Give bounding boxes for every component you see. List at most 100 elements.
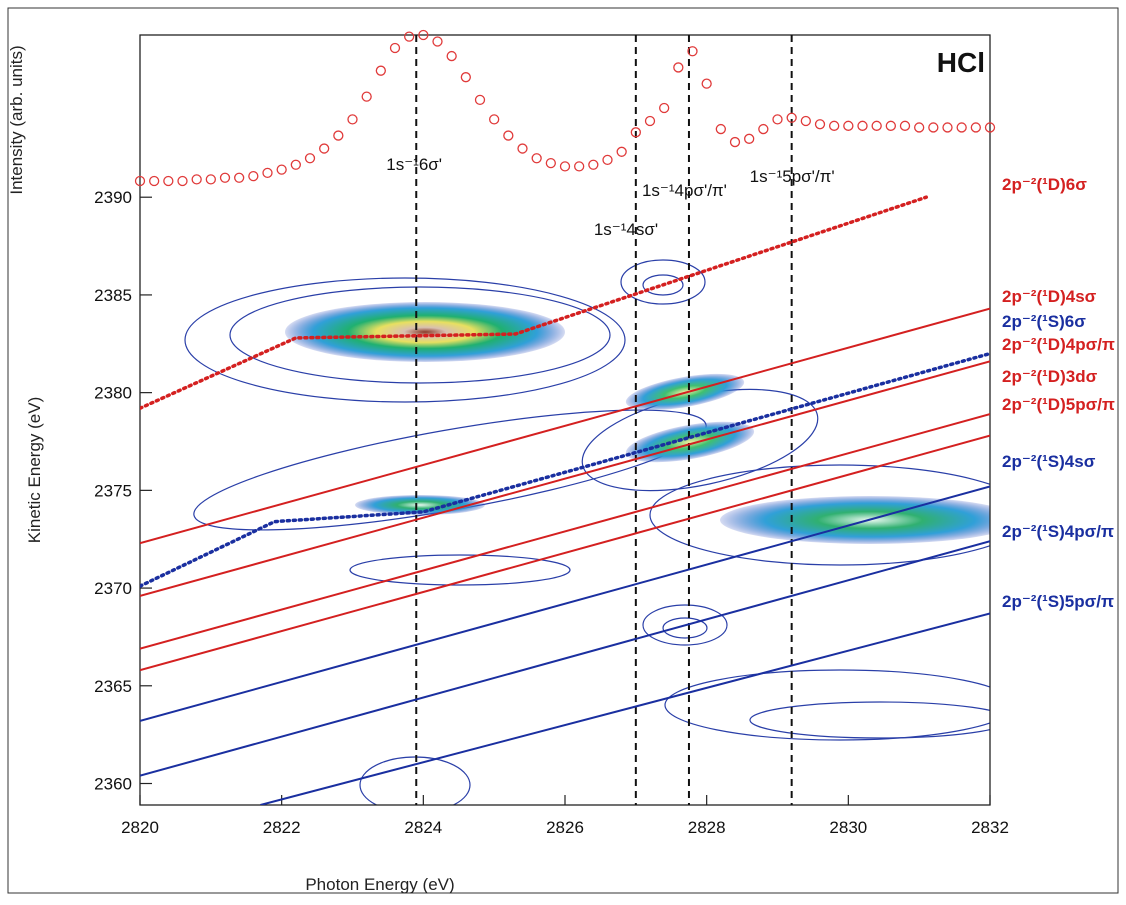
intensity-point (149, 175, 160, 187)
series-line (140, 413, 990, 650)
series-line (140, 540, 990, 777)
series-line (140, 195, 928, 411)
x-tick-label: 2820 (121, 818, 159, 837)
intensity-point (644, 115, 656, 127)
intensity-point (347, 114, 358, 125)
intensity-point (857, 120, 868, 131)
transition-label: 1s⁻¹4pσ'/π' (642, 181, 727, 200)
series-label: 2p⁻²(¹S)6σ (1002, 312, 1086, 331)
intensity-point (375, 65, 386, 76)
series-line (140, 360, 990, 597)
series-line (140, 307, 990, 545)
intensity-point (928, 122, 939, 133)
y-tick-label: 2360 (94, 775, 132, 794)
intensity-point (814, 119, 826, 130)
intensity-point (361, 91, 372, 102)
intensity-point (304, 153, 316, 164)
intensity-point (758, 123, 769, 135)
plot-frame (139, 34, 991, 806)
series-label: 2p⁻²(¹D)4sσ (1002, 287, 1097, 306)
x-tick-label: 2824 (404, 818, 442, 837)
y-tick-label: 2370 (94, 579, 132, 598)
intensity-point (276, 164, 287, 175)
intensity-point (588, 159, 599, 170)
x-tick-label: 2828 (688, 818, 726, 837)
x-tick-label: 2832 (971, 818, 1009, 837)
x-tick-label: 2830 (829, 818, 867, 837)
intensity-point (177, 175, 188, 187)
intensity-point (163, 175, 174, 187)
intensity-point (474, 94, 486, 106)
intensity-point (503, 130, 514, 141)
intensity-point (460, 72, 471, 83)
series-line (140, 434, 990, 672)
series-label: 2p⁻²(¹D)6σ (1002, 175, 1087, 194)
intensity-point (262, 167, 273, 179)
outer-frame (7, 7, 1119, 894)
intensity-point (134, 175, 146, 187)
intensity-point (489, 114, 500, 125)
intensity-point (984, 122, 996, 133)
intensity-point (319, 143, 330, 154)
intensity-point (446, 50, 457, 62)
intensity-point (970, 122, 981, 133)
intensity-point (729, 136, 741, 148)
intensity-point (404, 31, 415, 42)
intensity-point (871, 120, 882, 131)
intensity-point (616, 146, 627, 157)
intensity-point (559, 161, 571, 172)
series-label: 2p⁻²(¹S)4pσ/π (1002, 522, 1114, 541)
intensity-point (914, 122, 925, 133)
intensity-point (531, 153, 542, 164)
intensity-point (829, 120, 840, 131)
intensity-point (956, 122, 967, 133)
intensity-point (942, 122, 953, 133)
intensity-point (602, 154, 613, 166)
intensity-point (843, 120, 854, 131)
intensity-point (659, 102, 670, 114)
y-tick-label: 2380 (94, 384, 132, 403)
x-tick-label: 2826 (546, 818, 584, 837)
y-tick-label: 2390 (94, 188, 132, 207)
intensity-point (517, 143, 528, 154)
series-label: 2p⁻²(¹S)4sσ (1002, 452, 1096, 471)
transition-label: 1s⁻¹4sσ' (594, 220, 658, 239)
intensity-point (786, 112, 797, 123)
intensity-point (574, 161, 585, 172)
series-label: 2p⁻²(¹D)3dσ (1002, 367, 1098, 386)
intensity-axis-label: Intensity (arb. units) (7, 45, 26, 194)
series-line (140, 351, 990, 588)
intensity-point (432, 36, 443, 47)
y-tick-label: 2365 (94, 677, 132, 696)
series-label: 2p⁻²(¹S)5pσ/π (1002, 592, 1114, 611)
intensity-point (715, 123, 726, 135)
intensity-point (744, 133, 755, 144)
series-label: 2p⁻²(¹D)5pσ/π (1002, 395, 1115, 414)
intensity-point (219, 172, 231, 183)
chart-title: HCl (937, 47, 985, 78)
series-line (140, 485, 990, 722)
series-label: 2p⁻²(¹D)4pσ/π (1002, 335, 1115, 354)
intensity-point (290, 159, 301, 170)
x-tick-label: 2822 (263, 818, 301, 837)
contour-map (184, 259, 990, 805)
intensity-point (389, 42, 401, 54)
intensity-point (333, 130, 344, 141)
transition-label: 1s⁻¹6σ' (386, 155, 442, 174)
series-line (260, 612, 990, 805)
intensity-point (899, 120, 911, 131)
y-tick-label: 2385 (94, 286, 132, 305)
intensity-point (673, 62, 684, 73)
x-axis-label: Photon Energy (eV) (305, 875, 454, 894)
intensity-point (248, 170, 259, 182)
lines (140, 35, 990, 805)
intensity-point (701, 78, 712, 89)
transition-label: 1s⁻¹5pσ'/π' (750, 167, 835, 186)
intensity-point (191, 174, 202, 185)
y-tick-label: 2375 (94, 481, 132, 500)
intensity-point (234, 172, 245, 183)
intensity-point (545, 157, 556, 169)
intensity-point (418, 29, 429, 41)
y-axis-label: Kinetic Energy (eV) (25, 397, 44, 543)
